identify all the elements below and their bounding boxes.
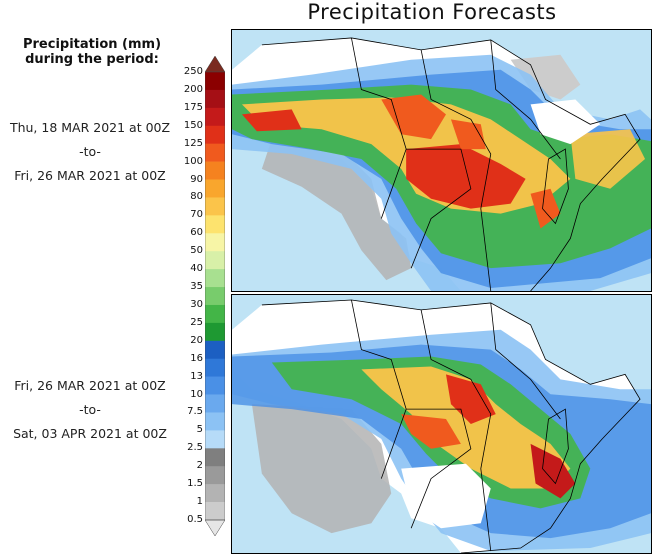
colorbar-segment	[205, 484, 225, 503]
colorbar-tick-label: 2	[196, 460, 203, 472]
colorbar-tick-label: 25	[190, 316, 203, 328]
legend-title: Precipitation (mm) during the period:	[6, 37, 178, 67]
colorbar-tick-label: 50	[190, 245, 203, 257]
colorbar-tick-label: 10	[190, 388, 203, 400]
colorbar-tick-label: 70	[190, 209, 203, 221]
colorbar-tick-label: 250	[183, 66, 203, 77]
colorbar-segment	[205, 394, 225, 413]
colorbar-segment	[205, 466, 225, 485]
colorbar-tick-label: 175	[183, 101, 203, 113]
colorbar-segment	[205, 161, 225, 180]
colorbar-segment	[205, 251, 225, 270]
colorbar-tick-label: 1.5	[187, 478, 203, 490]
period-2-dates: Fri, 26 MAR 2021 at 00Z -to- Sat, 03 APR…	[0, 374, 180, 446]
colorbar-tick-label: 2.5	[187, 442, 203, 454]
colorbar-tick-label: 80	[190, 191, 203, 203]
colorbar-segment	[205, 215, 225, 234]
map-period-1	[231, 29, 652, 292]
colorbar-segment	[205, 340, 225, 360]
colorbar-segment	[205, 89, 225, 109]
colorbar-segment	[205, 322, 225, 342]
colorbar-tick-label: 1	[196, 496, 203, 508]
colorbar-tick-label: 200	[183, 83, 203, 95]
colorbar-tick-label: 90	[190, 173, 203, 185]
map-period-2	[231, 294, 652, 554]
colorbar-segment	[205, 412, 225, 431]
colorbar-segment	[205, 179, 225, 198]
colorbar-tick-label: 125	[183, 137, 203, 149]
colorbar-tick-label: 30	[190, 298, 203, 310]
colorbar-tick-label: 150	[183, 119, 203, 131]
colorbar-segment	[205, 287, 225, 306]
colorbar-tick-label: 60	[190, 227, 203, 239]
colorbar-segment	[205, 197, 225, 216]
legend-title-line2: during the period:	[25, 52, 159, 67]
colorbar-segment	[205, 304, 225, 324]
colorbar-bottom-arrow	[205, 519, 225, 536]
colorbar-tick-label: 40	[190, 263, 203, 275]
period-2-end: Sat, 03 APR 2021 at 00Z	[13, 426, 167, 441]
colorbar-segment	[205, 448, 225, 467]
colorbar-segment	[205, 233, 225, 252]
period-1-dates: Thu, 18 MAR 2021 at 00Z -to- Fri, 26 MAR…	[0, 116, 180, 188]
colorbar-tick-label: 7.5	[187, 406, 203, 418]
colorbar-tick-label: 16	[190, 352, 203, 364]
colorbar-segment	[205, 376, 225, 395]
page-title: Precipitation Forecasts	[307, 0, 557, 24]
colorbar-segment	[205, 430, 225, 449]
colorbar-tick-label: 5	[196, 424, 203, 436]
colorbar-segment	[205, 143, 225, 162]
colorbar-top-arrow	[205, 56, 225, 73]
colorbar-tick-label: 20	[190, 334, 203, 346]
colorbar-tick-label: 100	[183, 155, 203, 167]
colorbar-segment	[205, 72, 225, 91]
period-1-end: Fri, 26 MAR 2021 at 00Z	[14, 168, 166, 183]
colorbar-tick-label: 0.5	[187, 514, 203, 525]
period-2-separator: -to-	[79, 402, 101, 417]
period-1-start: Thu, 18 MAR 2021 at 00Z	[9, 120, 171, 135]
colorbar-segment	[205, 125, 225, 144]
colorbar-segment	[205, 269, 225, 288]
colorbar-segment	[205, 358, 225, 377]
colorbar-segment	[205, 107, 225, 127]
colorbar-tick-label: 13	[190, 370, 203, 382]
legend-title-line1: Precipitation (mm)	[22, 37, 162, 52]
colorbar-tick-label: 35	[190, 281, 203, 293]
colorbar	[205, 56, 225, 536]
colorbar-segment	[205, 502, 225, 521]
period-1-separator: -to-	[79, 144, 101, 159]
period-2-start: Fri, 26 MAR 2021 at 00Z	[14, 378, 166, 393]
